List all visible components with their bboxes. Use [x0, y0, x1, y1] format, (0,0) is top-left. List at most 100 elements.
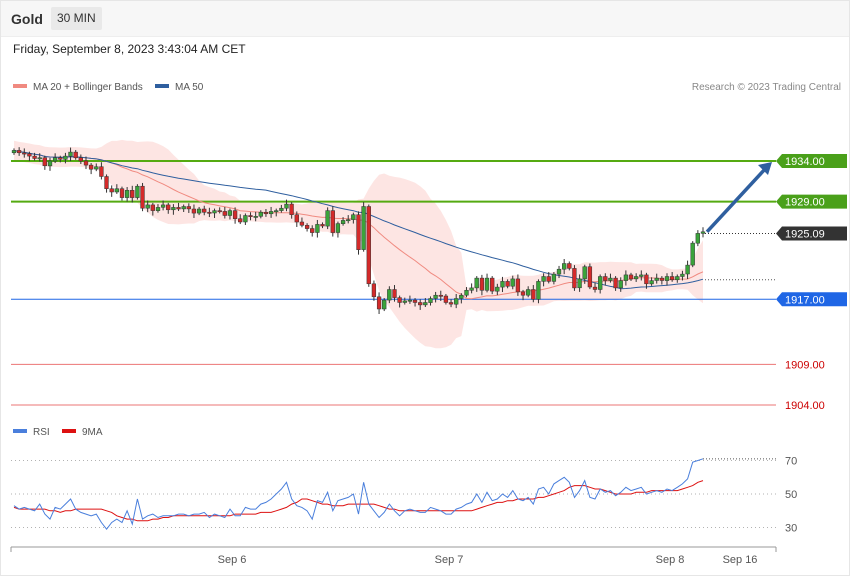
candle — [618, 280, 623, 289]
level-tag — [776, 194, 847, 209]
candle — [37, 157, 42, 160]
rsi-legend: RSI 9MA — [13, 427, 103, 438]
candle — [680, 273, 685, 277]
candlesticks — [11, 147, 706, 314]
candle — [88, 164, 94, 170]
level-tag — [776, 154, 847, 168]
candle — [238, 218, 243, 223]
candle — [227, 210, 233, 216]
candle — [99, 166, 104, 177]
candle — [119, 188, 125, 198]
candle — [490, 277, 495, 292]
candle — [166, 204, 171, 211]
candle — [191, 208, 197, 214]
candle — [633, 276, 639, 280]
candle — [387, 289, 392, 301]
level-tag — [776, 226, 847, 241]
rsi-ma-line — [13, 480, 704, 522]
candle — [479, 277, 485, 291]
candle — [176, 207, 181, 210]
timeframe-badge[interactable]: 30 MIN — [51, 7, 102, 30]
candle — [644, 274, 649, 285]
candle — [469, 287, 474, 291]
x-tick-label: Sep 6 — [218, 554, 247, 566]
rsi-legend-label: RSI — [33, 427, 50, 438]
candle — [320, 224, 325, 227]
candle — [613, 277, 618, 289]
candle — [654, 277, 659, 281]
candle — [500, 281, 505, 288]
level-label: 1917.00 — [785, 294, 825, 306]
candle — [433, 294, 438, 299]
rsi-panel: 70 50 30 — [11, 456, 797, 535]
candle — [212, 210, 217, 214]
candle — [407, 299, 413, 302]
candle — [171, 207, 176, 211]
candle — [546, 276, 551, 282]
candle — [299, 221, 305, 226]
candle — [474, 277, 479, 289]
candle — [531, 289, 536, 300]
candle — [592, 286, 598, 290]
candle — [124, 190, 130, 198]
candle — [505, 281, 510, 287]
candle — [397, 297, 402, 303]
candle — [454, 298, 459, 305]
candle — [104, 176, 109, 189]
ma20-legend-swatch — [13, 84, 27, 88]
candle — [669, 276, 675, 281]
level-label: 1909.00 — [785, 359, 825, 371]
target-arrow-head — [758, 162, 772, 175]
candle — [83, 160, 89, 166]
candle — [258, 211, 263, 217]
candle — [510, 278, 515, 287]
candle — [675, 276, 680, 281]
candle — [284, 203, 289, 209]
candle — [94, 166, 99, 170]
level-label: 1929.00 — [785, 197, 825, 209]
candle — [217, 210, 222, 213]
candle — [351, 214, 356, 220]
candle — [42, 157, 47, 167]
candle — [27, 153, 32, 157]
rsi-tick-label: 50 — [785, 489, 797, 501]
rsi-ma-legend-swatch — [62, 429, 76, 433]
target-arrow-shaft — [705, 166, 768, 233]
candle — [551, 273, 557, 282]
candle — [464, 290, 469, 296]
rsi-tick-label: 30 — [785, 523, 797, 535]
candle — [443, 295, 449, 303]
candle — [109, 188, 114, 193]
candle — [541, 276, 546, 282]
candle — [63, 155, 68, 160]
candle — [371, 283, 377, 298]
candle — [78, 157, 83, 162]
candle — [325, 210, 330, 227]
candle — [526, 289, 531, 296]
level-label: 1934.00 — [785, 156, 825, 168]
candle — [52, 157, 58, 162]
candle — [448, 302, 454, 305]
main-legend: MA 20 + Bollinger Bands MA 50 — [13, 82, 204, 93]
level-labels: 1934.00 1929.00 1925.09 1917.00 1909.00 1904.… — [776, 154, 847, 412]
candle — [459, 294, 464, 299]
candle — [16, 150, 22, 154]
candle — [186, 206, 191, 210]
candle — [608, 277, 613, 281]
candle — [73, 151, 78, 159]
candle — [361, 206, 366, 250]
bollinger-band-area — [14, 139, 703, 349]
candle — [202, 208, 207, 213]
candle — [335, 223, 341, 233]
candle — [310, 228, 315, 233]
symbol-title: Gold — [11, 11, 43, 27]
candle — [135, 185, 140, 198]
rsi-ma-legend-label: 9MA — [82, 427, 103, 438]
x-tick-label: Sep 16 — [723, 554, 758, 566]
candle — [700, 231, 706, 234]
target-arrow — [705, 162, 772, 233]
candle — [32, 155, 37, 159]
candle — [47, 160, 53, 167]
candle — [315, 224, 320, 233]
x-axis: Sep 6 Sep 7 Sep 8 Sep 16 — [10, 546, 777, 566]
